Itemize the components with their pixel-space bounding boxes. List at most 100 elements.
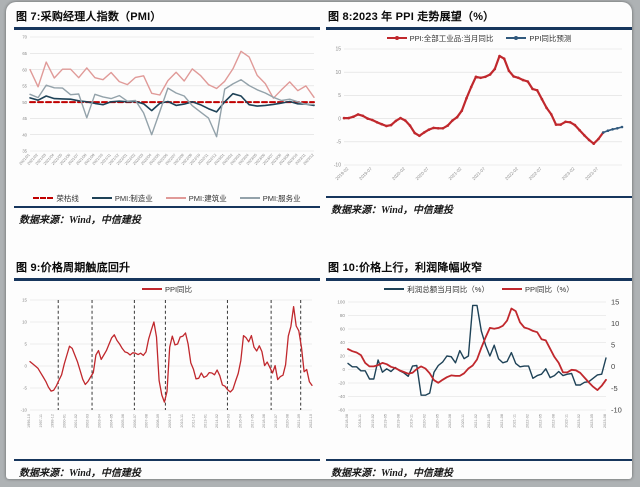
data-source-note: 数据来源：Wind，中信建投: [19, 468, 141, 479]
y2-axis-tick: 5: [611, 341, 615, 350]
legend-item: PMI:建筑业: [165, 193, 227, 204]
series-line: [29, 92, 315, 113]
series-line: [29, 50, 315, 99]
x-axis-tick: 2022-10: [309, 414, 313, 428]
series-line: [29, 305, 313, 403]
series-line: [347, 304, 607, 396]
x-axis-tick: 2022-08: [551, 414, 555, 428]
y-axis-tick: -60: [338, 408, 345, 413]
y-axis-tick: 40: [340, 340, 346, 345]
legend-swatch: [33, 197, 54, 199]
y-axis-tick: 60: [340, 327, 346, 332]
legend-item: PMI:服务业: [239, 193, 301, 204]
y-axis-tick: 0: [342, 367, 345, 372]
legend-item: PPI:全部工业品:当月同比: [386, 33, 494, 44]
x-axis-tick: 2021-02: [474, 414, 478, 428]
x-axis-tick: 2009-10: [168, 414, 172, 428]
source-divider: [326, 196, 632, 198]
x-axis-tick: 2020-05: [435, 414, 439, 428]
y-axis-tick: 60: [22, 67, 27, 72]
legend-label: PPI:全部工业品:当月同比: [409, 33, 494, 43]
series-line: [342, 54, 605, 145]
x-axis-tick: 2023-02: [577, 414, 581, 428]
x-axis-tick: 2019-08: [397, 414, 401, 428]
x-axis-tick: 2018-06: [262, 414, 266, 428]
y2-axis-tick: -10: [611, 405, 622, 414]
x-axis-tick: 2000-01: [62, 414, 66, 428]
pmi-line-chart: 70656055504540352021/012021/022021/03202…: [19, 35, 315, 166]
legend-label: PMI:服务业: [262, 193, 301, 203]
x-axis-tick: 2020-08: [286, 414, 290, 428]
x-axis-tick: 2020-08: [448, 414, 452, 428]
x-axis-tick: 2022-02: [526, 414, 530, 428]
x-axis-tick: 1996-10: [27, 414, 31, 428]
y2-axis-tick: 10: [611, 319, 619, 328]
x-axis-tick: 2019-02: [371, 414, 375, 428]
profit-ppi-dual-axis-chart: 100 80 60 40 20 0 -20 -40 -60 15 10 5 0 -5 -10 2018-08 2…: [337, 297, 622, 428]
legend-item: 利润总额当月同比（%）: [384, 284, 489, 295]
ppi-outlook-legend: PPI:全部工业品:当月同比 PPI同比预测: [326, 31, 632, 45]
legend-label: PMI:建筑业: [188, 193, 227, 203]
data-source-note: 数据来源：Wind，中信建投: [19, 215, 141, 226]
legend-label: PMI:制造业: [114, 193, 153, 203]
x-axis-tick: 2021-05: [487, 414, 491, 428]
y-axis-tick: 0: [338, 116, 341, 122]
title-divider: [326, 27, 632, 30]
x-axis-tick: 2020-11: [461, 414, 465, 428]
x-axis-tick: 2021-07: [471, 166, 486, 181]
figure-9-panel: 图 9:价格周期触底回升 PPI同比 15 10 5 0 -5 -10 1996-10 199…: [14, 258, 320, 479]
x-axis-tick: 2011-12: [191, 414, 195, 428]
y-axis-tick: -10: [334, 163, 341, 169]
title-divider: [14, 27, 320, 30]
source-divider: [14, 206, 320, 208]
legend-swatch: [501, 288, 522, 290]
figure-8-title: 图 8:2023 年 PPI 走势展望（%）: [328, 11, 495, 23]
legend-item: PPI同比: [141, 284, 193, 295]
legend-swatch: [165, 197, 186, 199]
x-axis-tick: 2016-04: [239, 414, 243, 428]
y-axis-tick: 10: [22, 320, 27, 325]
x-axis-tick: 2002-03: [86, 414, 90, 428]
y-axis-tick: 15: [22, 298, 27, 303]
y-axis-tick: 10: [335, 70, 341, 76]
x-axis-tick: 2023-02: [561, 166, 576, 181]
x-axis-tick: 2021/11: [100, 153, 112, 166]
x-axis-tick: 2010-11: [180, 414, 184, 428]
legend-item: PMI:制造业: [91, 193, 153, 204]
x-axis-tick: 2007-08: [145, 414, 149, 428]
x-axis-tick: 2019-11: [410, 414, 414, 428]
y2-axis-tick: -5: [611, 384, 618, 393]
x-axis-tick: 2001-02: [74, 414, 78, 428]
y-axis-tick: 15: [335, 47, 341, 53]
figure-7-title: 图 7:采购经理人指数（PMI）: [16, 11, 162, 23]
y-axis-tick: -10: [21, 408, 28, 413]
y-axis-tick: 80: [340, 313, 346, 318]
data-source-note: 数据来源：Wind，中信建投: [331, 468, 453, 479]
series-line: [602, 126, 623, 134]
x-axis-tick: 2020-02: [422, 414, 426, 428]
y-axis-tick: 50: [22, 100, 27, 105]
legend-item: PPI同比（%）: [501, 284, 574, 295]
y-axis-tick: 65: [22, 51, 27, 56]
x-axis-tick: 2021-08: [500, 414, 504, 428]
source-divider: [326, 459, 632, 461]
x-axis-tick: 2023-08: [603, 414, 607, 428]
x-axis-tick: 2003-04: [98, 414, 102, 428]
y-axis-tick: 55: [22, 84, 27, 89]
x-axis-tick: 2022-07: [528, 166, 543, 181]
x-axis-tick: 2004-05: [109, 414, 113, 428]
x-axis-tick: 2019-05: [384, 414, 388, 428]
legend-swatch: [91, 197, 112, 199]
y-axis-tick: -20: [338, 381, 345, 386]
legend-swatch: [506, 36, 527, 40]
series-line: [347, 307, 607, 391]
legend-swatch: [239, 197, 260, 199]
legend-item: 荣枯线: [33, 193, 79, 204]
x-axis-tick: 2023-05: [590, 414, 594, 428]
legend-label: PPI同比（%）: [524, 284, 574, 294]
x-axis-tick: 1997-11: [39, 414, 43, 428]
legend-swatch: [384, 288, 405, 290]
legend-label: PPI同比: [164, 284, 193, 294]
y-axis-tick: 20: [340, 354, 346, 359]
series-line: [29, 79, 315, 138]
